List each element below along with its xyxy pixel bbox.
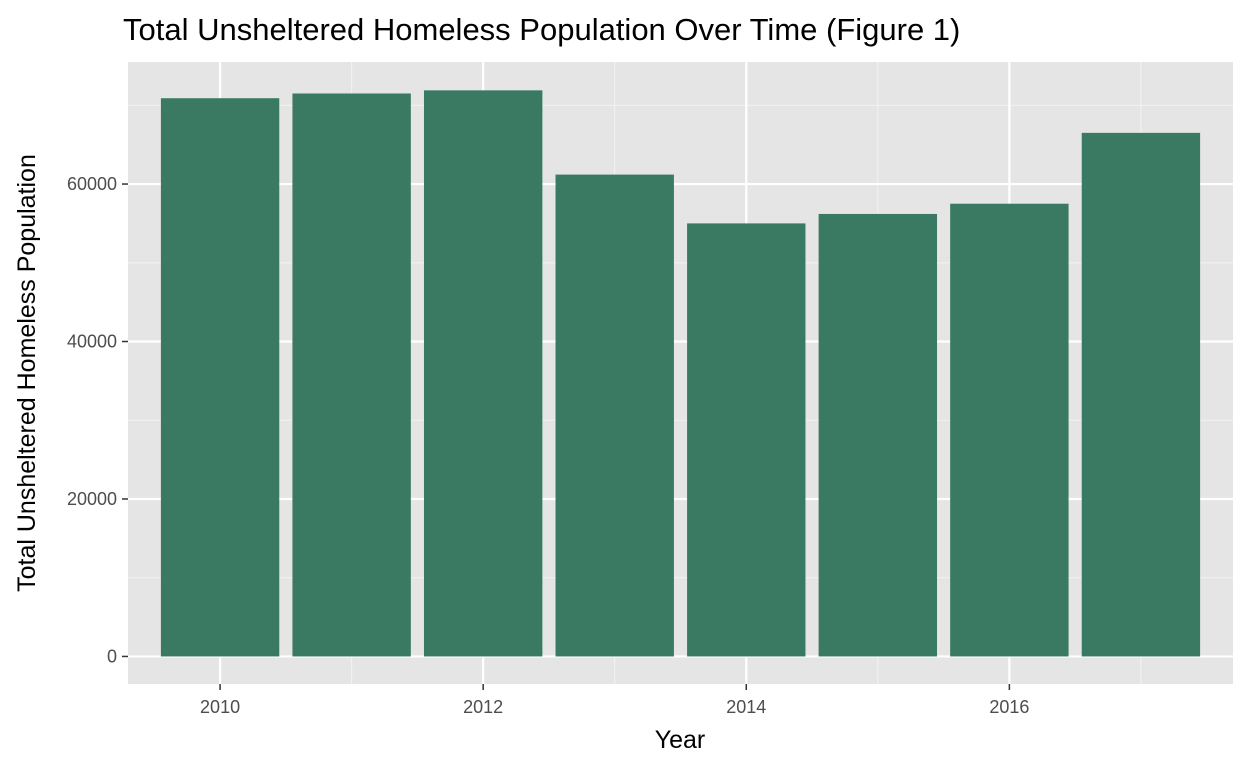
y-tick-label: 60000	[67, 174, 117, 194]
bar-2014	[687, 223, 806, 657]
y-axis-title: Total Unsheltered Homeless Population	[13, 154, 41, 592]
y-tick-label: 20000	[67, 489, 117, 509]
x-tick-label: 2012	[463, 697, 503, 717]
bar-2017	[1081, 132, 1201, 657]
x-tick-label: 2016	[989, 697, 1029, 717]
bar-2010	[160, 98, 280, 657]
bar-2011	[292, 93, 411, 657]
x-axis: 2010 2012 2014 2016	[200, 684, 1029, 717]
x-tick-label: 2014	[726, 697, 766, 717]
chart-title: Total Unsheltered Homeless Population Ov…	[123, 12, 960, 47]
bars	[160, 90, 1201, 657]
y-axis: 0 20000 40000 60000	[67, 174, 128, 666]
bar-2012	[423, 90, 543, 657]
x-axis-title: Year	[655, 726, 706, 754]
x-tick-label: 2010	[200, 697, 240, 717]
bar-2013	[555, 174, 674, 657]
y-tick-label: 40000	[67, 332, 117, 352]
y-tick-label: 0	[107, 646, 117, 666]
bar-2016	[950, 203, 1069, 657]
bar-2015	[818, 213, 938, 657]
